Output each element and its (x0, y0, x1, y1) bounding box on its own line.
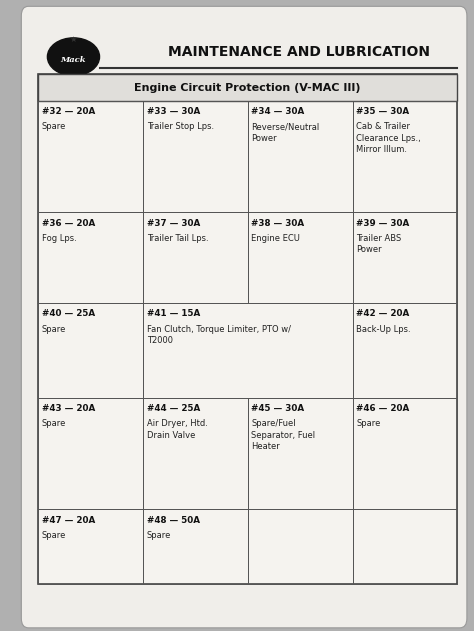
Text: #32 — 20A: #32 — 20A (42, 107, 95, 116)
Text: Engine ECU: Engine ECU (251, 234, 301, 243)
FancyBboxPatch shape (21, 6, 467, 628)
Bar (143, 509, 247, 584)
Text: Back-Up Lps.: Back-Up Lps. (356, 324, 411, 334)
Bar (353, 101, 457, 213)
Bar (353, 303, 457, 398)
Text: #37 — 30A: #37 — 30A (146, 219, 200, 228)
Text: #38 — 30A: #38 — 30A (251, 219, 305, 228)
Text: Spare: Spare (42, 324, 66, 334)
Text: #43 — 20A: #43 — 20A (42, 404, 95, 413)
Text: Spare: Spare (146, 531, 171, 540)
Text: Trailer Tail Lps.: Trailer Tail Lps. (146, 234, 208, 243)
Text: #36 — 20A: #36 — 20A (42, 219, 95, 228)
Bar (247, 101, 353, 213)
Text: #35 — 30A: #35 — 30A (356, 107, 410, 116)
Text: #47 — 20A: #47 — 20A (42, 516, 95, 525)
Text: #46 — 20A: #46 — 20A (356, 404, 410, 413)
Ellipse shape (47, 38, 100, 76)
Bar (353, 509, 457, 584)
Text: #44 — 25A: #44 — 25A (146, 404, 200, 413)
Text: Reverse/Neutral
Power: Reverse/Neutral Power (251, 122, 319, 143)
Bar (143, 303, 353, 398)
Text: Trailer Stop Lps.: Trailer Stop Lps. (146, 122, 214, 131)
Bar (38, 74, 457, 101)
Text: Spare: Spare (42, 420, 66, 428)
Text: Spare: Spare (42, 531, 66, 540)
Bar (38, 303, 143, 398)
Text: #42 — 20A: #42 — 20A (356, 309, 410, 319)
Text: Trailer ABS
Power: Trailer ABS Power (356, 234, 401, 254)
Text: Air Dryer, Htd.
Drain Valve: Air Dryer, Htd. Drain Valve (146, 420, 208, 440)
Text: Fog Lps.: Fog Lps. (42, 234, 76, 243)
Bar (143, 101, 247, 213)
Text: #39 — 30A: #39 — 30A (356, 219, 410, 228)
Bar (143, 213, 247, 303)
Text: #48 — 50A: #48 — 50A (146, 516, 200, 525)
Text: #45 — 30A: #45 — 30A (251, 404, 305, 413)
Text: #40 — 25A: #40 — 25A (42, 309, 95, 319)
Bar (247, 509, 353, 584)
Bar (38, 398, 143, 509)
Bar (247, 398, 353, 509)
Text: Engine Circuit Protection (V-MAC III): Engine Circuit Protection (V-MAC III) (135, 83, 361, 93)
Bar (247, 213, 353, 303)
Bar (353, 398, 457, 509)
Text: #33 — 30A: #33 — 30A (146, 107, 200, 116)
Text: Fan Clutch, Torque Limiter, PTO w/
T2000: Fan Clutch, Torque Limiter, PTO w/ T2000 (146, 324, 291, 345)
Bar (38, 101, 143, 213)
Bar (353, 213, 457, 303)
Text: Spare: Spare (356, 420, 381, 428)
Text: MAINTENANCE AND LUBRICATION: MAINTENANCE AND LUBRICATION (168, 45, 429, 59)
Bar (143, 398, 247, 509)
Bar (38, 213, 143, 303)
Text: Mack: Mack (61, 56, 86, 64)
Text: #41 — 15A: #41 — 15A (146, 309, 200, 319)
Text: Cab & Trailer
Clearance Lps.,
Mirror Illum.: Cab & Trailer Clearance Lps., Mirror Ill… (356, 122, 421, 153)
Text: Spare: Spare (42, 122, 66, 131)
Text: Spare/Fuel
Separator, Fuel
Heater: Spare/Fuel Separator, Fuel Heater (251, 420, 316, 451)
Bar (38, 74, 457, 584)
Text: ★: ★ (70, 35, 77, 44)
Bar (38, 509, 143, 584)
Text: #34 — 30A: #34 — 30A (251, 107, 305, 116)
